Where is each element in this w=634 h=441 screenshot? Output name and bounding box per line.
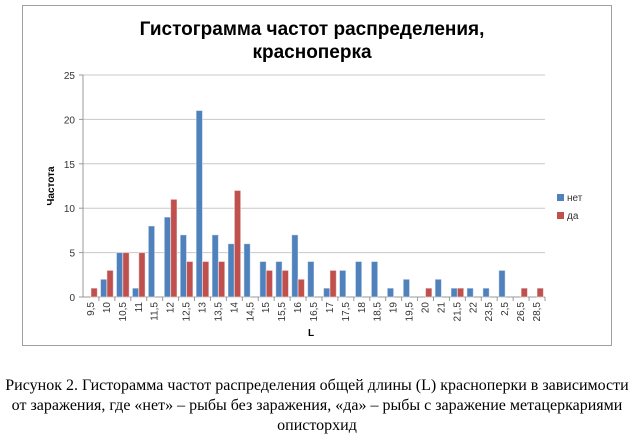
x-tick-label: 2,5: [500, 302, 511, 316]
x-tick-label: 14,5: [245, 302, 256, 322]
bar-нет: [482, 287, 490, 298]
bar-нет: [386, 287, 395, 298]
figure-caption: Рисунок 2. Гисторамма частот распределен…: [5, 377, 629, 434]
x-tick-label: 11,5: [150, 302, 161, 321]
x-tick-label: 12,5: [182, 302, 193, 322]
legend-label: да: [567, 211, 579, 222]
y-tick-label: 15: [64, 160, 76, 171]
x-tick-label: 18: [357, 302, 368, 314]
bar-да: [520, 287, 528, 298]
x-tick-label: 16: [293, 302, 304, 314]
x-tick-label: 14: [229, 302, 240, 314]
bar-да: [425, 287, 433, 298]
bar-да: [106, 269, 114, 298]
bar-нет: [402, 278, 411, 298]
bar-нет: [307, 260, 315, 298]
bar-нет: [131, 287, 140, 298]
bar-да: [138, 252, 146, 298]
x-tick-label: 21,5: [452, 302, 463, 322]
bar-да: [265, 269, 274, 298]
x-tick-label: 15: [261, 302, 272, 314]
x-axis-label: L: [308, 328, 314, 339]
bar-нет: [163, 216, 172, 298]
legend-swatch: [557, 212, 564, 219]
legend-label: нет: [567, 193, 583, 204]
bar-да: [281, 269, 290, 298]
bar-да: [297, 278, 305, 298]
bar-да: [186, 260, 194, 298]
bar-нет: [100, 278, 108, 298]
x-tick-label: 10: [102, 302, 113, 314]
y-tick-label: 25: [64, 71, 76, 82]
bar-нет: [195, 110, 203, 298]
x-tick-label: 11: [134, 302, 145, 313]
bar-нет: [434, 278, 442, 298]
chart: Гистограмма частот распределения, красно…: [22, 5, 612, 346]
x-tick-label: 17: [325, 302, 336, 314]
bar-нет: [243, 243, 251, 298]
bar-нет: [291, 234, 299, 298]
y-tick-label: 20: [64, 115, 76, 126]
bar-да: [90, 287, 98, 298]
y-tick-label: 5: [69, 249, 75, 260]
bar-нет: [227, 243, 235, 298]
x-tick-label: 19,5: [405, 302, 416, 322]
x-tick-label: 12: [166, 302, 177, 314]
bar-нет: [259, 260, 267, 298]
bar-нет: [354, 260, 363, 298]
bar-да: [536, 287, 544, 298]
x-tick-label: 13,5: [213, 302, 224, 322]
x-tick-label: 18,5: [373, 302, 384, 322]
bar-да: [122, 252, 130, 298]
bar-да: [329, 269, 337, 298]
chart-title-line-1: Гистограмма частот распределения,: [140, 19, 485, 40]
legend-swatch: [557, 194, 564, 201]
bar-да: [233, 189, 242, 298]
y-tick-label: 10: [64, 204, 76, 215]
x-tick-label: 21: [436, 302, 447, 314]
x-tick-label: 19: [389, 302, 400, 314]
x-tick-label: 26,5: [516, 302, 527, 322]
bar-нет: [498, 269, 506, 298]
x-tick-label: 10,5: [118, 302, 129, 322]
bar-да: [217, 260, 226, 298]
bar-да: [201, 260, 210, 298]
bar-нет: [211, 234, 219, 298]
x-tick-label: 9,5: [86, 302, 97, 316]
x-tick-label: 15,5: [277, 302, 288, 322]
y-axis-label: Частота: [46, 166, 57, 206]
x-tick-label: 23,5: [484, 302, 495, 322]
x-tick-label: 13: [197, 302, 208, 314]
bar-нет: [466, 287, 474, 298]
x-tick-label: 22: [468, 302, 479, 314]
bar-нет: [370, 260, 379, 298]
x-tick-label: 28,5: [532, 302, 543, 322]
x-tick-label: 16,5: [309, 302, 320, 322]
bar-нет: [338, 269, 347, 298]
bar-нет: [115, 252, 124, 298]
x-tick-label: 20: [421, 302, 432, 314]
bar-нет: [323, 287, 331, 298]
bar-да: [456, 287, 465, 298]
x-tick-label: 17,5: [341, 302, 352, 322]
bar-нет: [147, 225, 156, 298]
bar-нет: [179, 234, 188, 298]
y-tick-label: 0: [69, 293, 75, 304]
bar-да: [170, 198, 178, 298]
bar-нет: [275, 260, 283, 298]
bar-нет: [450, 287, 458, 298]
chart-title-line-2: красноперка: [252, 42, 371, 63]
